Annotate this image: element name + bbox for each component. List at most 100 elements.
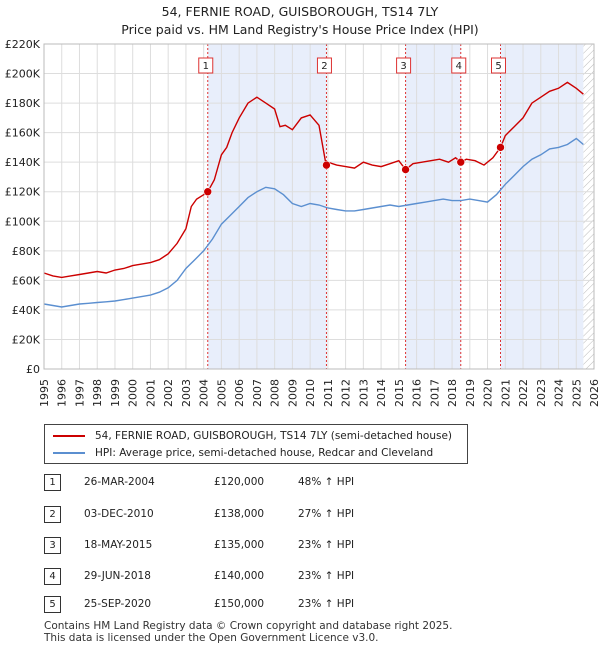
x-tick-label: 2016	[411, 379, 424, 407]
row-price: £138,000	[214, 508, 265, 520]
legend-label-hpi: HPI: Average price, semi-detached house,…	[95, 447, 434, 459]
x-tick-label: 1998	[91, 379, 104, 407]
row-date: 18-MAY-2015	[84, 539, 153, 551]
x-tick-label: 2026	[588, 379, 600, 407]
x-tick-label: 2007	[251, 379, 264, 407]
marker-label-1: 1	[203, 61, 209, 72]
table-row: 4 29-JUN-2018 £140,000 23% ↑ HPI	[44, 568, 464, 586]
table-row: 5 25-SEP-2020 £150,000 23% ↑ HPI	[44, 596, 464, 614]
x-tick-label: 2008	[269, 379, 282, 407]
table-row: 3 18-MAY-2015 £135,000 23% ↑ HPI	[44, 537, 464, 555]
x-tick-label: 2004	[198, 379, 211, 407]
row-price: £135,000	[214, 539, 265, 551]
x-tick-label: 1995	[38, 379, 51, 407]
x-tick-label: 2025	[570, 379, 583, 407]
marker-label-4: 4	[456, 61, 462, 72]
y-tick-label: £140K	[5, 156, 41, 169]
y-tick-label: £20K	[12, 333, 41, 346]
shaded-range-1	[207, 44, 327, 369]
row-price: £120,000	[214, 476, 265, 488]
x-tick-label: 2000	[127, 379, 140, 407]
x-tick-label: 2013	[357, 379, 370, 407]
marker-box-2	[316, 57, 332, 74]
marker-box-5	[491, 57, 506, 74]
y-tick-label: £40K	[12, 304, 41, 317]
row-number: 4	[44, 568, 61, 585]
x-tick-label: 2009	[286, 379, 299, 407]
row-date: 25-SEP-2020	[84, 598, 152, 610]
series-line-hpi	[43, 137, 584, 308]
plot-frame	[43, 43, 595, 370]
legend-item-hpi: HPI: Average price, semi-detached house,…	[53, 444, 433, 462]
x-tick-label: 2001	[144, 379, 157, 407]
y-tick-label: £160K	[5, 127, 41, 140]
row-date: 03-DEC-2010	[84, 508, 154, 520]
x-tick-label: 1996	[56, 379, 69, 407]
table-row: 2 03-DEC-2010 £138,000 27% ↑ HPI	[44, 506, 464, 524]
footer-licence: This data is licensed under the Open Gov…	[44, 632, 379, 644]
legend-item-property: 54, FERNIE ROAD, GUISBOROUGH, TS14 7LY (…	[53, 427, 452, 445]
row-hpi-delta: 27% ↑ HPI	[298, 508, 355, 520]
row-price: £150,000	[214, 598, 265, 610]
x-tick-label: 1997	[73, 379, 86, 407]
legend: 54, FERNIE ROAD, GUISBOROUGH, TS14 7LY (…	[44, 424, 468, 464]
row-hpi-delta: 48% ↑ HPI	[298, 476, 355, 488]
y-tick-label: £220K	[5, 38, 41, 51]
x-tick-label: 2011	[322, 379, 335, 407]
row-date: 26-MAR-2004	[84, 476, 155, 488]
x-tick-label: 2002	[162, 379, 175, 407]
row-price: £140,000	[214, 570, 265, 582]
row-number: 5	[44, 596, 61, 613]
x-tick-label: 2018	[446, 379, 459, 407]
row-number: 1	[44, 474, 61, 491]
x-tick-label: 2023	[535, 379, 548, 407]
row-date: 29-JUN-2018	[84, 570, 151, 582]
y-tick-label: £60K	[12, 274, 41, 287]
x-tick-label: 2010	[304, 379, 317, 407]
marker-label-3: 3	[400, 61, 406, 72]
row-number: 3	[44, 537, 61, 554]
shaded-range-2	[405, 44, 461, 369]
row-hpi-delta: 23% ↑ HPI	[298, 598, 355, 610]
y-tick-label: £80K	[12, 245, 41, 258]
legend-swatch-property	[53, 435, 85, 437]
table-row: 1 26-MAR-2004 £120,000 48% ↑ HPI	[44, 474, 464, 492]
y-tick-label: £120K	[5, 186, 41, 199]
x-tick-label: 2019	[464, 379, 477, 407]
x-tick-label: 2003	[180, 379, 193, 407]
x-tick-label: 2017	[428, 379, 441, 407]
row-hpi-delta: 23% ↑ HPI	[298, 570, 355, 582]
marker-label-5: 5	[495, 61, 501, 72]
y-tick-label: £180K	[5, 97, 41, 110]
marker-box-3	[396, 57, 412, 74]
y-tick-label: £100K	[5, 215, 41, 228]
row-number: 2	[44, 506, 61, 523]
shaded-range-3	[500, 44, 584, 369]
x-tick-label: 2005	[215, 379, 228, 407]
row-hpi-delta: 23% ↑ HPI	[298, 539, 355, 551]
legend-swatch-hpi	[53, 452, 85, 454]
marker-label-2: 2	[321, 61, 327, 72]
x-tick-label: 2012	[340, 379, 353, 407]
y-tick-label: £0	[26, 363, 40, 376]
x-tick-label: 2024	[553, 379, 566, 407]
chart-subtitle: Price paid vs. HM Land Registry's House …	[121, 22, 479, 37]
chart-title: 54, FERNIE ROAD, GUISBOROUGH, TS14 7LY	[161, 4, 439, 19]
sale-point-4	[456, 157, 466, 167]
marker-box-4	[451, 57, 467, 74]
footer: Contains HM Land Registry data © Crown c…	[44, 620, 452, 644]
x-tick-label: 2015	[393, 379, 406, 407]
x-tick-label: 2020	[482, 379, 495, 407]
price-chart: 1 2 3 4 5 £0 £20K £40K £60K £80K £100K £120K £140K £1…	[5, 38, 600, 407]
x-tick-label: 1999	[109, 379, 122, 407]
x-tick-label: 2014	[375, 379, 388, 407]
legend-label-property: 54, FERNIE ROAD, GUISBOROUGH, TS14 7LY (…	[95, 430, 453, 442]
sale-point-3	[401, 165, 410, 174]
x-tick-label: 2021	[499, 379, 512, 407]
marker-box-1	[198, 57, 214, 74]
sale-point-1	[203, 187, 213, 197]
footer-copyright: Contains HM Land Registry data © Crown c…	[44, 620, 453, 632]
sale-point-2	[322, 160, 331, 170]
x-tick-label: 2022	[517, 379, 530, 407]
sale-point-5	[496, 143, 505, 152]
